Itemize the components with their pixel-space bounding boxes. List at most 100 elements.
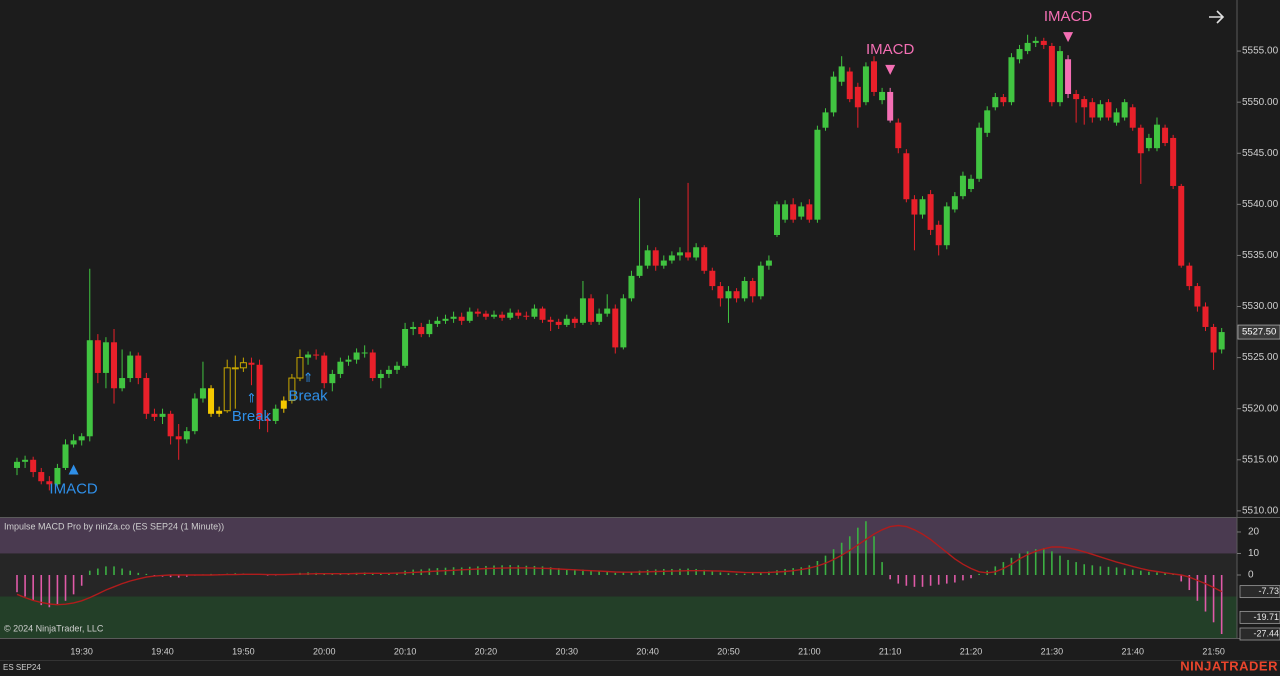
candle-body — [1170, 137, 1177, 186]
candle-body — [22, 459, 29, 462]
y-tick-label: 5555.00 — [1242, 46, 1279, 57]
candle-body — [846, 71, 853, 100]
candle-body — [119, 378, 126, 389]
candle-body — [984, 110, 991, 133]
candle-body — [822, 112, 829, 128]
candle-body — [547, 319, 554, 322]
indicator-title: Impulse MACD Pro by ninZa.co (ES SEP24 (… — [4, 521, 224, 531]
candle-body — [903, 153, 910, 200]
candle-body — [717, 286, 724, 299]
candle-body — [159, 413, 166, 417]
candle-body — [531, 308, 538, 317]
candle-body — [749, 280, 756, 297]
candle-body — [1145, 137, 1152, 149]
candle-body — [693, 247, 700, 258]
candle-body — [385, 369, 392, 374]
candle-body — [798, 206, 805, 217]
signal-triangle — [885, 64, 896, 75]
candle-body — [636, 265, 643, 276]
x-tick-label: 19:30 — [70, 646, 93, 656]
candle-body — [30, 459, 37, 473]
candle-body — [321, 355, 328, 384]
y-tick-label: 5515.00 — [1242, 454, 1279, 465]
candle-body — [879, 91, 886, 101]
candle-body — [1218, 332, 1225, 350]
value-tag — [1239, 627, 1280, 641]
signal-line — [16, 524, 1223, 606]
candle-body — [54, 467, 61, 485]
candle-body — [1178, 185, 1185, 266]
candle-body — [466, 311, 473, 321]
x-tick-label: 21:10 — [879, 646, 902, 656]
candle-body — [773, 204, 780, 235]
x-tick-label: 21:50 — [1202, 646, 1225, 656]
candle-body — [1065, 59, 1072, 94]
candle-body — [1073, 94, 1080, 100]
instrument: ES SEP24 — [3, 663, 41, 672]
candle-body — [442, 318, 449, 321]
candle-body — [523, 315, 530, 317]
x-tick-label: 20:20 — [475, 646, 498, 656]
candle-body — [248, 362, 255, 365]
candle-body — [1153, 124, 1160, 149]
candle-body — [458, 316, 465, 321]
candle-body — [1081, 99, 1088, 108]
candle-body — [361, 352, 368, 354]
candle-body — [1137, 127, 1144, 154]
candle-body — [1202, 306, 1209, 327]
candle-body — [676, 252, 683, 256]
candle-body — [668, 255, 675, 261]
candle-body — [612, 308, 619, 348]
y-tick-label: 5540.00 — [1242, 199, 1279, 210]
y-tick-label: 5510.00 — [1242, 506, 1279, 517]
candle-body — [782, 204, 789, 220]
candle-body — [191, 398, 198, 432]
candle-body — [725, 291, 732, 299]
candle-body — [959, 175, 966, 197]
candle-body — [911, 199, 918, 215]
candle-body — [1008, 57, 1015, 103]
y-tick-label: 5550.00 — [1242, 97, 1279, 108]
candle-body — [183, 431, 190, 440]
candle-body — [765, 260, 772, 266]
candle-body — [402, 329, 409, 366]
candle-body — [515, 312, 522, 316]
last-price-tag — [1237, 324, 1280, 340]
candle-body — [393, 365, 400, 370]
candle-body — [450, 316, 457, 319]
candle-body — [968, 178, 975, 190]
annotation-label: Break — [232, 408, 272, 425]
candle-body — [628, 275, 635, 299]
candle-body — [353, 352, 360, 360]
candle-body — [296, 357, 304, 379]
y-tick-label: 0 — [1248, 570, 1254, 581]
value-tag-label: -19.71 — [1253, 612, 1279, 622]
candle-body — [733, 291, 740, 299]
candle-body — [410, 326, 417, 329]
candle-body — [1048, 45, 1055, 103]
candle-body — [976, 127, 983, 179]
candle-body — [579, 298, 586, 323]
candle-body — [741, 280, 748, 299]
x-tick-label: 19:40 — [151, 646, 174, 656]
x-tick-label: 20:30 — [556, 646, 579, 656]
y-tick-label: 5535.00 — [1242, 250, 1279, 261]
expand-icon[interactable] — [1209, 10, 1225, 24]
candle-body — [790, 204, 797, 220]
candle-body — [862, 66, 869, 103]
candle-body — [935, 224, 942, 246]
brand-logo: NINJATRADER — [1180, 658, 1278, 673]
candle-body — [1105, 102, 1112, 118]
candle-body — [86, 340, 93, 437]
candle-body — [895, 122, 902, 149]
candle-body — [199, 388, 206, 399]
candle-body — [38, 472, 45, 482]
candle-body — [838, 66, 845, 82]
candle-body — [345, 359, 352, 362]
annotation-label: IMACD — [49, 480, 98, 497]
candle-body — [62, 444, 69, 468]
candle-body — [709, 270, 716, 287]
candle-body — [78, 436, 85, 441]
candle-body — [604, 308, 611, 314]
candle-body — [167, 413, 174, 437]
